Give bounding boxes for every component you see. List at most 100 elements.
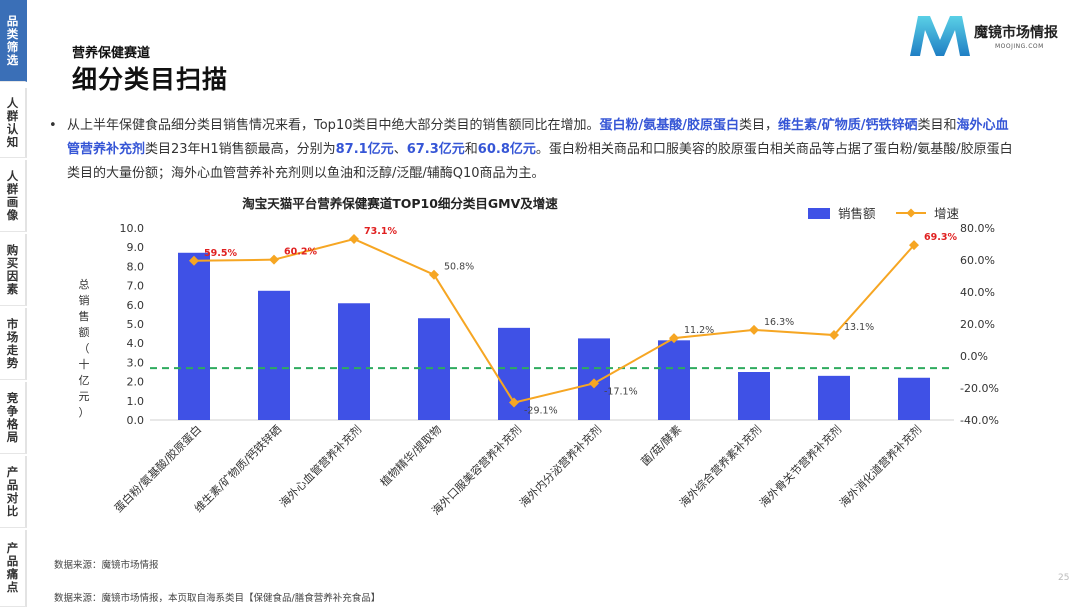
x-tick-label: 植物精华/提取物	[377, 422, 444, 489]
y-tick-label: 7.0	[127, 280, 145, 293]
summary-paragraph: • 从上半年保健食品细分类目销售情况来看，Top10类目中绝大部分类目的销售额同…	[49, 114, 1014, 186]
y2-tick-label: 20.0%	[960, 318, 995, 331]
y-tick-label: 10.0	[120, 222, 145, 235]
y2-tick-label: -40.0%	[960, 414, 999, 427]
bar	[898, 377, 930, 420]
y-tick-label: 5.0	[127, 318, 145, 331]
sidebar-tab[interactable]: 竞争格局	[0, 382, 27, 454]
x-tick-label: 海外内分泌营养补充剂	[516, 422, 604, 510]
x-tick-label: 维生素/矿物质/钙铁锌硒	[191, 422, 284, 515]
bar	[658, 340, 690, 420]
y2-tick-label: -20.0%	[960, 382, 999, 395]
y-tick-label: 9.0	[127, 241, 145, 254]
x-tick-label: 海外心血管营养补充剂	[276, 422, 364, 510]
growth-data-label: 13.1%	[844, 322, 874, 333]
y-axis-label-char: 额	[79, 326, 90, 339]
sidebar-tab[interactable]: 产品痛点	[0, 530, 27, 607]
legend-line-marker	[906, 208, 916, 218]
text-segment: 类目23年H1销售额最高，分别为	[145, 142, 336, 157]
y-axis-label-char: 售	[79, 309, 90, 323]
y-tick-label: 0.0	[127, 414, 145, 427]
x-tick-label: 海外消化道营养补充剂	[836, 422, 924, 510]
y-axis-label-char: 总	[79, 277, 90, 291]
growth-point	[269, 254, 279, 265]
y-axis-label-char: 销	[79, 293, 90, 307]
brand-name: 魔镜市场情报	[974, 25, 1058, 41]
bar	[178, 252, 210, 420]
sidebar-tab[interactable]: 购买因素	[0, 234, 27, 306]
bar	[418, 318, 450, 420]
x-tick-label: 海外骨关节营养补充剂	[756, 422, 844, 510]
growth-point	[749, 324, 759, 335]
text-segment: 。蛋白粉相关商品和口服美容的胶原蛋白相关商品等占据了蛋白粉/氨基酸/胶原蛋白类目…	[67, 142, 1013, 181]
y-axis-label-char: 十	[79, 357, 90, 371]
brand-domain: MOOJING.COM	[995, 43, 1044, 50]
x-tick-label: 海外口服美容营养补充剂	[429, 422, 524, 517]
y2-tick-label: 60.0%	[960, 254, 995, 267]
sidebar-tab[interactable]: 人群画像	[0, 160, 27, 232]
data-source-note-detail: 数据来源：魔镜市场情报，本页取自海系类目【保健食品/膳食营养补充食品】	[54, 593, 381, 604]
growth-data-label: 16.3%	[764, 317, 794, 328]
growth-point	[349, 234, 359, 245]
y-tick-label: 2.0	[127, 376, 145, 389]
growth-point	[909, 240, 919, 251]
growth-data-label: 11.2%	[684, 325, 714, 336]
sidebar-tab[interactable]: 人群认知	[0, 88, 27, 158]
x-tick-label: 菌/菇/酵素	[638, 422, 684, 468]
bar	[818, 375, 850, 420]
legend-bar-label: 销售额	[838, 206, 876, 221]
sidebar-tab[interactable]: 市场走势	[0, 308, 27, 380]
legend-line-label: 增速	[934, 206, 960, 221]
highlight-category: 维生素/矿物质/钙铁锌硒	[778, 118, 918, 133]
page-number: 25	[1058, 573, 1070, 583]
y-tick-label: 1.0	[127, 395, 145, 408]
growth-data-label: 50.8%	[444, 262, 474, 273]
highlight-category: 蛋白粉/氨基酸/胶原蛋白	[599, 118, 739, 133]
y-tick-label: 3.0	[127, 356, 145, 369]
y-axis-label-char: ）	[79, 406, 90, 419]
growth-point	[429, 269, 439, 280]
y-tick-label: 6.0	[127, 299, 145, 312]
x-tick-label: 蛋白粉/氨基酸/胶原蛋白	[111, 422, 204, 515]
growth-point	[829, 330, 839, 341]
growth-data-label: 60.2%	[284, 247, 317, 258]
growth-data-label: 73.1%	[364, 226, 397, 237]
y2-tick-label: 80.0%	[960, 222, 995, 235]
highlight-value: 67.3亿元	[406, 142, 465, 157]
y-tick-label: 8.0	[127, 260, 145, 273]
y2-tick-label: 40.0%	[960, 286, 995, 299]
text-segment: 类目和	[917, 118, 957, 133]
bar	[258, 290, 290, 420]
growth-point	[509, 397, 519, 408]
y-axis-label-char: （	[79, 342, 90, 355]
data-source-note: 数据来源：魔镜市场情报	[54, 560, 159, 571]
y-axis-label-char: 元	[79, 390, 90, 403]
brand-logo-icon	[910, 16, 970, 56]
y2-tick-label: 0.0%	[960, 350, 988, 363]
section-sidebar: 品类筛选人群认知人群画像购买因素市场走势竞争格局产品对比产品痛点	[0, 0, 27, 607]
sidebar-tab[interactable]: 产品对比	[0, 456, 27, 528]
y-axis-label-char: 亿	[79, 374, 90, 387]
growth-data-label: -29.1%	[524, 406, 558, 417]
bar	[738, 372, 770, 420]
text-segment: 类目，	[738, 118, 778, 133]
bar	[338, 303, 370, 420]
chart-title: 淘宝天猫平台营养保健赛道TOP10细分类目GMV及增速	[242, 196, 558, 211]
growth-data-label: 69.3%	[924, 232, 957, 243]
legend-bar-swatch	[808, 208, 830, 219]
x-tick-label: 海外综合营养素补充剂	[676, 422, 764, 510]
growth-point	[589, 378, 599, 389]
growth-data-label: 59.5%	[204, 248, 237, 259]
highlight-value: 87.1亿元	[335, 142, 394, 157]
highlight-value: 60.8亿元	[477, 142, 536, 157]
growth-data-label: -17.1%	[604, 386, 638, 397]
growth-point	[669, 333, 679, 344]
sidebar-tab[interactable]: 品类筛选	[0, 0, 27, 82]
section-subtitle: 营养保健赛道	[72, 46, 151, 61]
page-title: 细分类目扫描	[72, 65, 229, 94]
growth-line	[193, 237, 915, 404]
highlight-category: 海外心血管营养补充剂	[67, 118, 1009, 157]
bullet: •	[49, 118, 57, 133]
text-segment: 、	[393, 142, 407, 157]
